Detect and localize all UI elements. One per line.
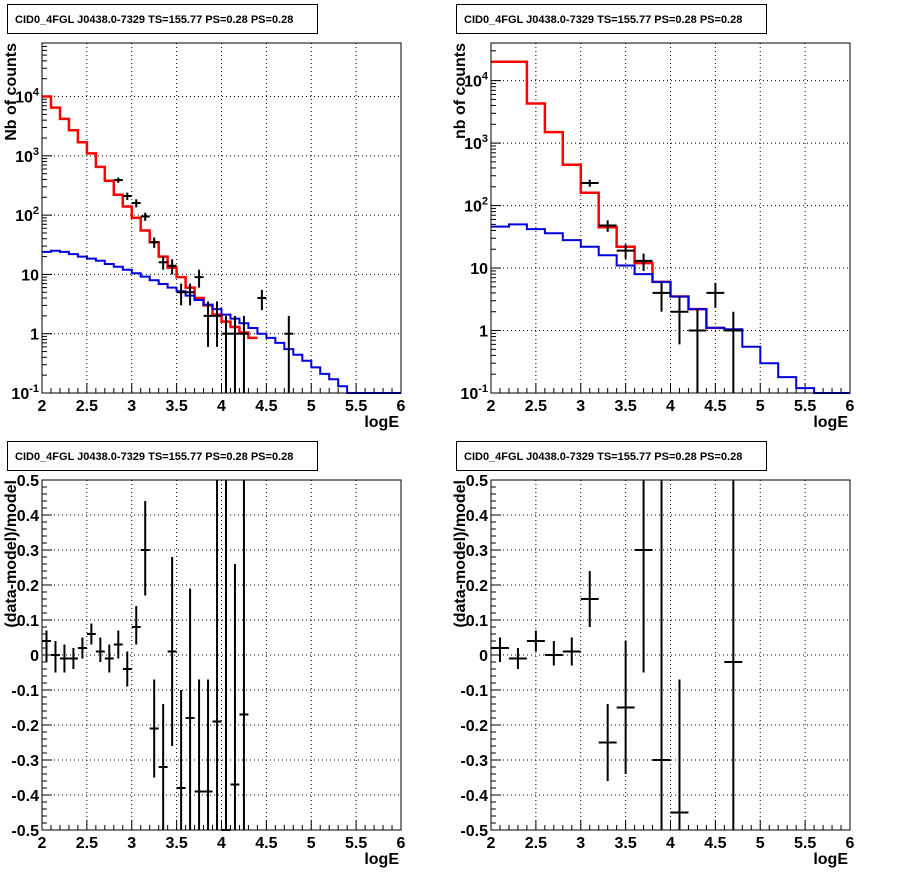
y-tick-label: -0.3: [460, 753, 488, 770]
y-axis-label: (data-model)/model: [452, 480, 469, 628]
x-tick-label: 4: [666, 398, 675, 415]
x-tick-label: 2: [487, 398, 496, 415]
plot-frame: [41, 42, 402, 394]
x-tick-label: 5.5: [345, 835, 367, 852]
x-tick-label: 4: [666, 835, 675, 852]
x-tick-label: 3: [127, 398, 136, 415]
x-tick-label: 3.5: [166, 398, 188, 415]
y-tick-label: 103: [15, 146, 39, 166]
panel-title-3: CID0_4FGL J0438.0-7329 TS=155.77 PS=0.28…: [7, 441, 318, 471]
histogram-series-0: [491, 60, 725, 330]
y-tick-label: 103: [464, 133, 488, 153]
y-axis-label: Nb of counts: [3, 43, 20, 141]
y-tick-label: 1: [30, 327, 39, 344]
x-tick-label: 6: [397, 835, 406, 852]
y-tick-label: 1: [479, 324, 488, 341]
x-tick-label: 6: [846, 835, 855, 852]
x-tick-label: 5: [307, 398, 316, 415]
x-axis-label: logE: [364, 414, 399, 431]
histogram-series-1: [491, 223, 850, 394]
x-tick-label: 5: [756, 835, 765, 852]
y-tick-label: 10-1: [460, 383, 488, 403]
y-tick-label: 102: [15, 205, 39, 225]
y-tick-label: 10: [470, 261, 488, 278]
x-axis-label: logE: [813, 851, 848, 868]
x-axis-label: logE: [813, 414, 848, 431]
y-tick-label: 0: [30, 648, 39, 665]
x-tick-label: 2.5: [525, 398, 547, 415]
y-tick-label: 0.1: [17, 613, 39, 630]
y-tick-label: -0.4: [460, 788, 488, 805]
y-tick-label: -0.4: [11, 788, 39, 805]
y-tick-label: 0.4: [17, 508, 39, 525]
y-tick-label: 104: [464, 71, 489, 91]
y-tick-label: -0.1: [11, 683, 39, 700]
x-tick-label: 5: [307, 835, 316, 852]
y-tick-label: 102: [464, 196, 488, 216]
x-tick-label: 4.5: [255, 835, 277, 852]
y-tick-label: -0.5: [460, 823, 488, 840]
x-tick-label: 5.5: [794, 398, 816, 415]
y-tick-label: 104: [15, 87, 40, 107]
x-tick-label: 2.5: [76, 835, 98, 852]
plot-frame: [490, 42, 851, 394]
panel-title-1: CID0_4FGL J0438.0-7329 TS=155.77 PS=0.28…: [7, 4, 318, 34]
x-tick-label: 5: [756, 398, 765, 415]
x-tick-label: 5.5: [794, 835, 816, 852]
x-tick-label: 5.5: [345, 398, 367, 415]
x-tick-label: 3: [576, 835, 585, 852]
y-tick-label: -0.2: [460, 718, 488, 735]
y-tick-label: -0.3: [11, 753, 39, 770]
x-tick-label: 2: [38, 398, 47, 415]
x-axis-label: logE: [364, 851, 399, 868]
x-tick-label: 4: [217, 398, 226, 415]
y-tick-label: 0.3: [466, 543, 488, 560]
x-tick-label: 6: [397, 398, 406, 415]
y-tick-label: 0.2: [466, 578, 488, 595]
x-tick-label: 2.5: [525, 835, 547, 852]
x-tick-label: 2.5: [76, 398, 98, 415]
x-tick-label: 4.5: [704, 398, 726, 415]
x-tick-label: 4.5: [255, 398, 277, 415]
x-tick-label: 3.5: [615, 398, 637, 415]
y-tick-label: 0.5: [17, 473, 39, 490]
x-tick-label: 2: [38, 835, 47, 852]
y-tick-label: -0.5: [11, 823, 39, 840]
y-axis-label: nb of counts: [452, 43, 469, 139]
y-tick-label: 0.1: [466, 613, 488, 630]
panel-title-2: CID0_4FGL J0438.0-7329 TS=155.77 PS=0.28…: [456, 4, 767, 34]
histogram-series-1: [42, 249, 401, 394]
y-tick-label: 0.5: [466, 473, 488, 490]
y-tick-label: -0.2: [11, 718, 39, 735]
y-tick-label: 0: [479, 648, 488, 665]
x-tick-label: 6: [846, 398, 855, 415]
x-tick-label: 3.5: [166, 835, 188, 852]
x-tick-label: 3: [576, 398, 585, 415]
x-tick-label: 4.5: [704, 835, 726, 852]
y-tick-label: 0.3: [17, 543, 39, 560]
x-tick-label: 2: [487, 835, 496, 852]
y-tick-label: 0.2: [17, 578, 39, 595]
y-tick-label: 0.4: [466, 508, 488, 525]
x-tick-label: 4: [217, 835, 226, 852]
y-tick-label: -0.1: [460, 683, 488, 700]
x-tick-label: 3: [127, 835, 136, 852]
plot-frame: [41, 479, 402, 831]
x-tick-label: 3.5: [615, 835, 637, 852]
y-axis-label: (data-model)/model: [3, 480, 20, 628]
plot-frame: [490, 479, 851, 831]
panel-title-4: CID0_4FGL J0438.0-7329 TS=155.77 PS=0.28…: [456, 441, 767, 471]
y-tick-label: 10-1: [11, 383, 39, 403]
y-tick-label: 10: [21, 267, 39, 284]
